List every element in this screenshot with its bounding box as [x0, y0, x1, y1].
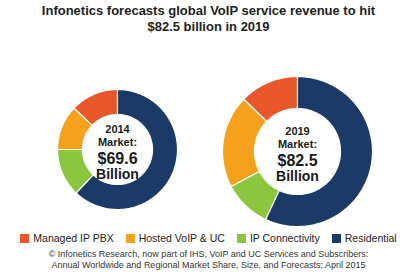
svg-text:2019: 2019	[285, 125, 309, 137]
svg-text:Market:: Market:	[98, 136, 137, 148]
svg-text:2014: 2014	[105, 123, 130, 135]
html-text:IP Connectivity: IP Connectivity	[249, 232, 320, 244]
svg-text:$82.5: $82.5	[277, 152, 317, 169]
html-text:© Infonetics Research, now par: © Infonetics Research, now part of IHS, …	[48, 249, 369, 259]
svg-text:Market:: Market:	[278, 138, 317, 150]
svg-text:Billion: Billion	[276, 168, 319, 184]
html-text:Managed IP PBX: Managed IP PBX	[33, 232, 114, 244]
html-text:Annual Worldwide and Regional: Annual Worldwide and Regional Market Sha…	[51, 260, 366, 270]
svg-text:$69.6: $69.6	[97, 150, 137, 167]
html-text:Hosted VoIP & UC: Hosted VoIP & UC	[138, 232, 225, 244]
html-text:Residential: Residential	[344, 232, 397, 244]
html-text:Infonetics forecasts global Vo: Infonetics forecasts global VoIP service…	[41, 3, 376, 34]
svg-text:Billion: Billion	[96, 166, 139, 182]
